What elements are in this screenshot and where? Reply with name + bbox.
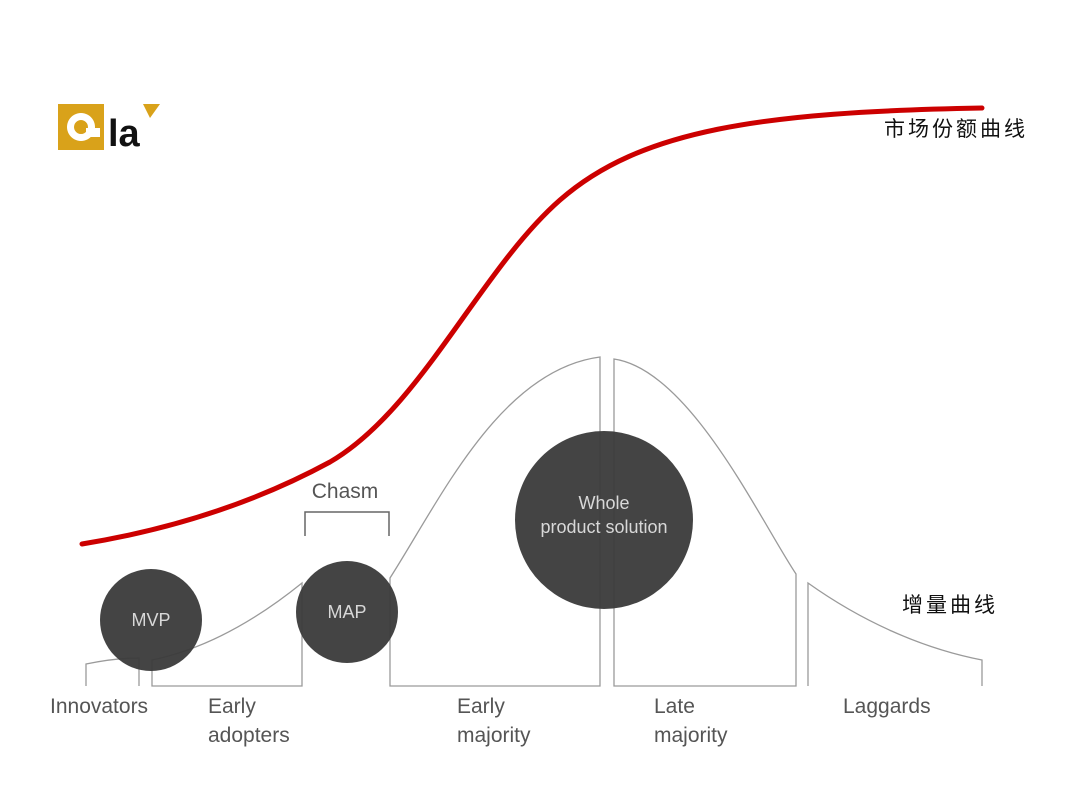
mvp-circle-shape [100, 569, 202, 671]
market-share-curve [79, 105, 985, 547]
segment-label-early-majority-line1: Early [457, 695, 505, 718]
logo-triangle [143, 104, 160, 118]
whole-product-label-line1: Whole [578, 493, 629, 513]
segment-label-innovators: Innovators [50, 695, 148, 718]
segment-label-late-majority-line1: Late [654, 695, 695, 718]
segment-outline-laggards [807, 581, 983, 686]
segment-outline-late-majority [613, 358, 797, 687]
map-circle-shape [296, 561, 398, 663]
segment-label-early-adopters-line2: adopters [208, 724, 290, 747]
segment-outline-early-majority [389, 356, 601, 687]
logo-mark-tail [86, 128, 100, 137]
whole-product-label-line2: product solution [540, 517, 667, 537]
chasm-label: Chasm [312, 480, 379, 503]
mvp-label: MVP [131, 610, 170, 630]
whole-product-circle-shape [515, 431, 693, 609]
segment-label-early-adopters-line1: Early [208, 695, 256, 718]
segment-label-late-majority-line2: majority [654, 724, 728, 747]
chasm-bracket [304, 511, 390, 536]
mvp-circle: MVP [100, 569, 202, 671]
increment-curve-label: 增量曲线 [902, 593, 998, 617]
market-share-curve-label: 市场份额曲线 [884, 117, 1028, 141]
logo-text: la [108, 113, 141, 155]
segment-label-early-majority-line2: majority [457, 724, 531, 747]
logo-mark-square [58, 104, 104, 150]
segment-label-laggards: Laggards [843, 695, 931, 718]
map-circle: MAP [296, 561, 398, 663]
map-label: MAP [327, 602, 366, 622]
whole-product-circle: Whole product solution [515, 431, 693, 609]
ola-logo: la [58, 104, 160, 155]
